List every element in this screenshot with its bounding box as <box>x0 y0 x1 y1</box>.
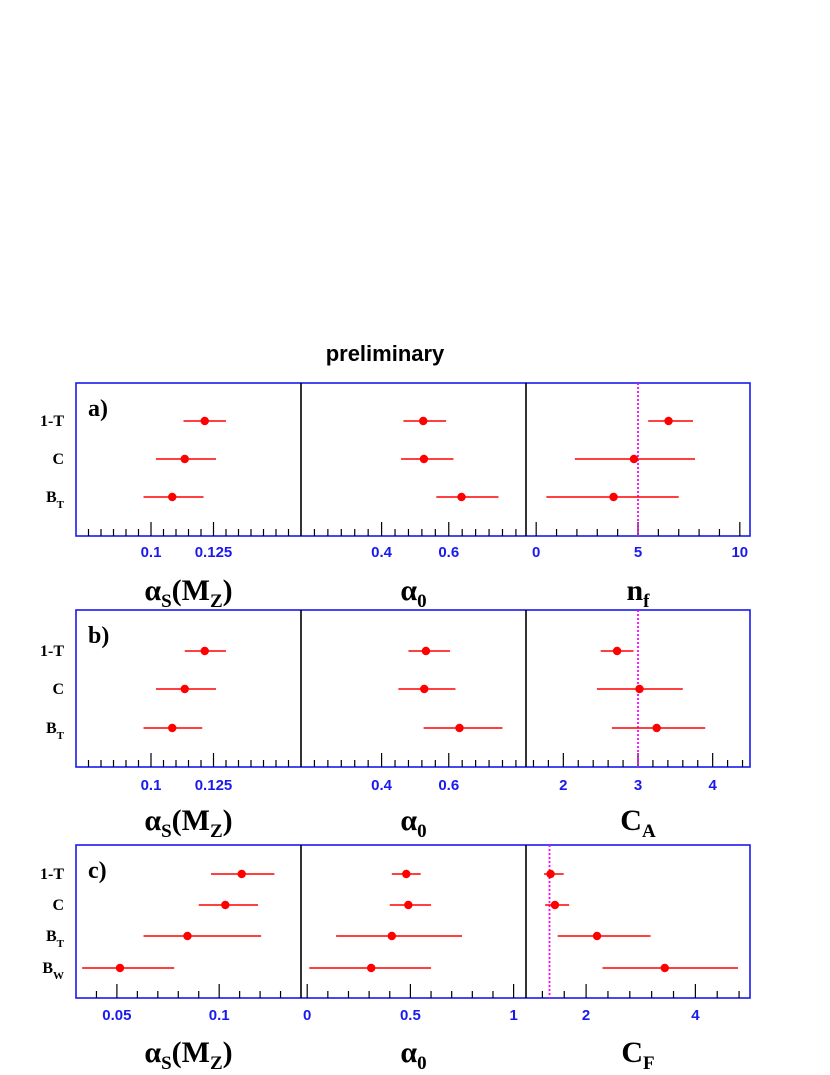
tick-label: 0.4 <box>371 544 393 561</box>
tick-label: 0 <box>532 544 540 561</box>
data-point <box>612 646 622 656</box>
tick-label: 0.4 <box>371 777 393 794</box>
row-label-1-t: 1-T <box>40 413 64 430</box>
row-label-c: C <box>52 451 64 468</box>
data-point <box>200 646 209 656</box>
tick-label: 2 <box>582 1007 590 1024</box>
tick-label: 10 <box>731 544 748 561</box>
axis-title: α0 <box>400 574 426 612</box>
subplot-2: 0 0.5 1 α0 <box>303 869 518 1074</box>
row-label-c: C <box>52 681 64 698</box>
data-point <box>419 416 428 426</box>
tick-label: 0.5 <box>400 1007 421 1024</box>
tick-label: 0.125 <box>195 544 233 561</box>
data-point <box>366 963 376 973</box>
tick-label: 5 <box>634 544 642 561</box>
data-point <box>455 723 464 733</box>
data-point <box>402 869 411 879</box>
tick-label: 2 <box>559 777 567 794</box>
axis-title: αS(MZ) <box>144 574 232 612</box>
tick-label: 0.1 <box>209 1007 230 1024</box>
data-point <box>629 454 639 464</box>
row-label-c: C <box>52 897 64 914</box>
panel-frame <box>75 844 751 999</box>
axis-title: α0 <box>400 804 426 842</box>
subplot-1: 0.1 0.125 αS(MZ) <box>87 646 290 842</box>
data-point <box>180 684 189 694</box>
subplot-3: 2 4 CF <box>541 845 740 1074</box>
row-label-bt: BT <box>46 489 65 511</box>
tick-label: 4 <box>708 777 717 794</box>
panel-label: b) <box>88 623 109 649</box>
axis-title: αS(MZ) <box>144 1036 232 1074</box>
data-point <box>200 416 209 426</box>
tick-label: 0.6 <box>438 777 459 794</box>
panel-a: a) 1-T C BT 0.1 0.125 αS(MZ) 0.4 0.6 α0 0 5 10 nf <box>40 382 751 612</box>
row-label-bw: BW <box>42 960 64 982</box>
tick-label: 3 <box>634 777 642 794</box>
axis-title: CA <box>620 804 656 842</box>
data-point <box>652 723 661 733</box>
data-point <box>635 684 644 694</box>
data-point <box>221 900 230 910</box>
data-point <box>183 931 192 941</box>
panel-frame <box>75 609 751 768</box>
axis-title: CF <box>621 1036 654 1074</box>
tick-label: 0.1 <box>141 544 162 561</box>
subplot-2: 0.4 0.6 α0 <box>313 416 517 612</box>
subplot-1: 0.1 0.125 αS(MZ) <box>87 416 290 612</box>
row-label-bt: BT <box>46 720 65 742</box>
axis-title: α0 <box>400 1036 426 1074</box>
data-point <box>660 963 669 973</box>
data-point <box>421 646 431 656</box>
data-point <box>419 454 429 464</box>
tick-label: 4 <box>691 1007 700 1024</box>
tick-label: 0.05 <box>102 1007 131 1024</box>
data-point <box>664 416 673 426</box>
row-label-1-t: 1-T <box>40 643 64 660</box>
data-point <box>180 454 189 464</box>
subplot-3: 2 3 4 CA <box>532 610 744 842</box>
data-point <box>457 492 466 502</box>
row-label-bt: BT <box>46 928 65 950</box>
data-point <box>546 869 555 879</box>
data-point <box>404 900 413 910</box>
axis-title: nf <box>626 574 650 612</box>
panel-b: b) 1-T C BT 0.1 0.125 αS(MZ) 0.4 0.6 α0 2 3 4 CA <box>40 609 751 842</box>
chart-title: preliminary <box>326 341 445 366</box>
data-point <box>609 492 618 502</box>
tick-label: 0 <box>303 1007 311 1024</box>
panel-frame <box>75 382 751 537</box>
axis-title: αS(MZ) <box>144 804 232 842</box>
tick-label: 1 <box>509 1007 517 1024</box>
data-point <box>420 684 429 694</box>
subplot-3: 0 5 10 nf <box>532 383 748 612</box>
panel-label: a) <box>88 396 108 422</box>
tick-label: 0.125 <box>195 777 233 794</box>
data-point <box>237 869 246 879</box>
data-point <box>168 723 177 733</box>
panel-label: c) <box>88 858 107 884</box>
tick-label: 0.1 <box>141 777 162 794</box>
row-label-1-t: 1-T <box>40 866 64 883</box>
data-point <box>387 931 397 941</box>
panel-c: c) 1-T C BT BW 0.05 0.1 αS(MZ) 0 0.5 1 α0 2 4 CF <box>40 844 751 1074</box>
data-point <box>592 931 602 941</box>
data-point <box>115 963 125 973</box>
data-point <box>168 492 177 502</box>
tick-label: 0.6 <box>438 544 459 561</box>
subplot-2: 0.4 0.6 α0 <box>313 646 517 842</box>
data-point <box>550 900 560 910</box>
subplot-1: 0.05 0.1 αS(MZ) <box>82 869 282 1074</box>
